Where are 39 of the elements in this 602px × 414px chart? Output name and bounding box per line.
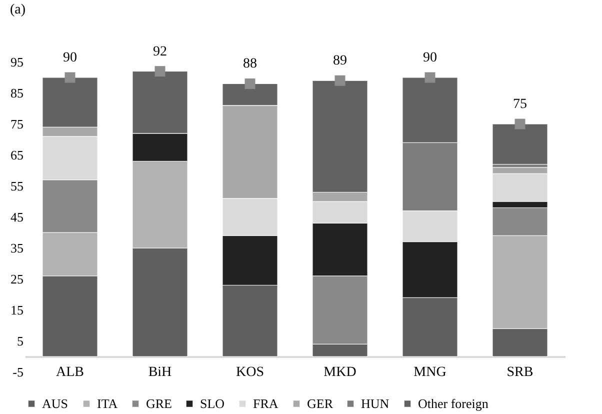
total-label: 90 — [423, 50, 437, 66]
legend-label: FRA — [253, 396, 279, 411]
legend-label: ITA — [97, 396, 118, 411]
total-label: 75 — [513, 97, 527, 112]
point — [244, 78, 256, 89]
y-tick-label: 5 — [17, 334, 24, 348]
y-tick-label: 55 — [10, 178, 24, 194]
x-tick-label: SRB — [506, 365, 534, 380]
point — [64, 72, 76, 83]
legend-label: AUS — [42, 396, 68, 411]
y-tick-label: 15 — [10, 302, 24, 318]
chart-title: (a) — [10, 2, 26, 18]
y-tick-label: 85 — [10, 86, 24, 100]
y-tick-label: 35 — [10, 240, 24, 256]
total-label: 92 — [153, 44, 167, 60]
y-tick-label: 65 — [10, 148, 24, 162]
y-tick-label: 75 — [10, 116, 24, 132]
x-tick-label: MKD — [324, 365, 356, 380]
y-tick-label: 95 — [10, 54, 24, 70]
x-tick-label: MNG — [414, 365, 446, 380]
legend-label: HUN — [361, 396, 390, 411]
x-tick-label: KOS — [236, 365, 264, 380]
legend-label: SLO — [200, 396, 225, 411]
legend-label: Other foreign — [418, 396, 489, 411]
bar — [492, 124, 548, 165]
point — [514, 118, 526, 130]
y-tick-label: -5 — [12, 364, 24, 380]
total-label: 90 — [63, 50, 77, 66]
legend-label: GER — [307, 396, 334, 411]
x-tick-label: BiH — [148, 365, 172, 380]
point — [154, 66, 166, 77]
point — [424, 72, 436, 83]
point — [334, 75, 346, 86]
legend-label: GRE — [146, 396, 172, 411]
y-tick-label: 25 — [10, 272, 24, 286]
y-tick-label: 45 — [10, 210, 24, 224]
x-tick-label: ALB — [56, 365, 84, 380]
total-label: 88 — [243, 56, 257, 72]
total-label: 89 — [333, 54, 347, 69]
